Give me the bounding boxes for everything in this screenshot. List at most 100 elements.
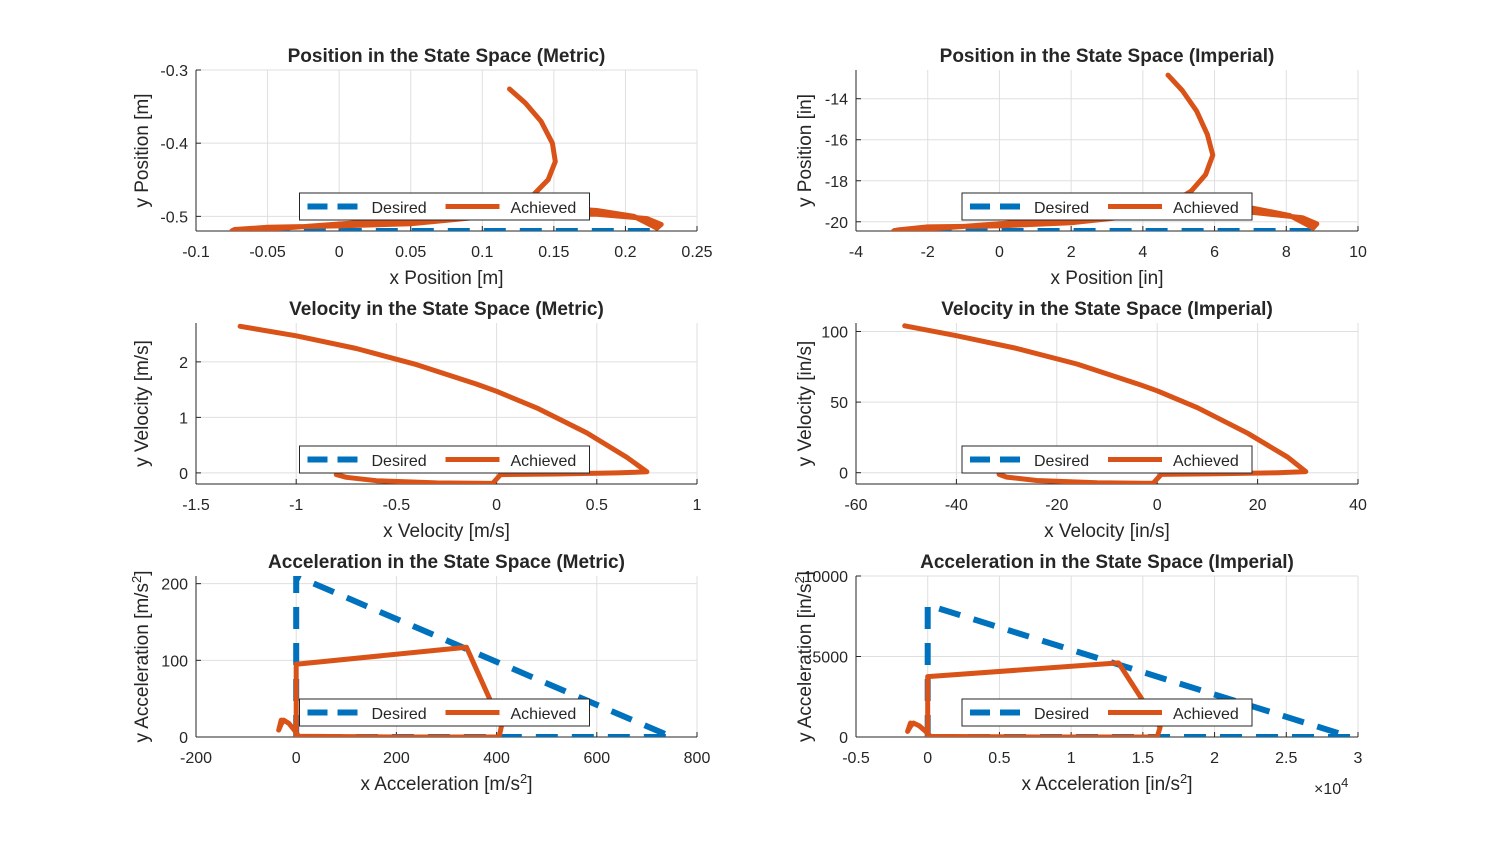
x-tick-label: -4 — [849, 244, 863, 261]
y-tick-label: 5000 — [812, 650, 848, 667]
x-tick-label: 8 — [1282, 244, 1291, 261]
x-tick-label: -0.05 — [249, 244, 286, 261]
x-tick-label: 200 — [383, 750, 410, 767]
legend-achieved-label: Achieved — [511, 706, 577, 723]
x-tick-label: 0.5 — [586, 497, 608, 514]
y-tick-label: 0 — [179, 730, 188, 747]
x-axis-label: x Position [m] — [389, 268, 503, 289]
y-axis-label: y Acceleration [m/s2] — [129, 571, 153, 743]
legend: Desired Achieved — [961, 698, 1253, 727]
series-achieved-line — [237, 323, 650, 484]
y-axis-label: y Velocity [m/s] — [132, 340, 153, 467]
x-tick-label: -60 — [844, 497, 867, 514]
y-tick-label: -20 — [825, 215, 848, 232]
subplot-1: -0.1 -0.05 0 0.05 0.1 0.15 0.2 0.25 -0.3 -0.4 -0.5… — [132, 46, 713, 289]
y-tick-label: 0 — [839, 466, 848, 483]
chart-title: Position in the State Space (Imperial) — [940, 46, 1275, 67]
x-axis-label: x Position [in] — [1051, 268, 1164, 289]
x-tick-label: 600 — [583, 750, 610, 767]
chart-title: Acceleration in the State Space (Metric) — [268, 552, 625, 573]
x-tick-label: 0 — [1153, 497, 1162, 514]
y-axis-label: y Position [m] — [132, 93, 153, 207]
legend-achieved-label: Achieved — [511, 453, 577, 470]
x-tick-label: 0.25 — [681, 244, 712, 261]
legend-achieved-label: Achieved — [1173, 200, 1239, 217]
y-tick-label: -14 — [825, 92, 848, 109]
series-group — [902, 323, 1309, 484]
series-group — [276, 576, 675, 737]
legend-achieved-label: Achieved — [1173, 453, 1239, 470]
x-tick-label: 0 — [292, 750, 301, 767]
y-tick-label: 10000 — [804, 569, 849, 586]
legend-achieved-label: Achieved — [1173, 706, 1239, 723]
x-tick-label: 0.2 — [614, 244, 636, 261]
legend-desired-label: Desired — [372, 453, 427, 470]
legend: Desired Achieved — [961, 192, 1253, 221]
x-tick-label: 400 — [483, 750, 510, 767]
x-tick-label: 4 — [1138, 244, 1147, 261]
x-tick-label: -0.1 — [182, 244, 210, 261]
series-achieved-line — [229, 86, 664, 231]
y-tick-label: -0.5 — [160, 209, 188, 226]
x-tick-label: 800 — [684, 750, 711, 767]
y-tick-label: 2 — [179, 355, 188, 372]
series-group — [905, 602, 1354, 737]
y-tick-label: 100 — [161, 653, 188, 670]
y-tick-label: 0 — [179, 466, 188, 483]
x-tick-label: -1 — [289, 497, 303, 514]
y-tick-label: 0 — [839, 730, 848, 747]
chart-title: Position in the State Space (Metric) — [288, 46, 606, 67]
series-desired-line — [293, 576, 675, 737]
y-tick-label: 1 — [179, 410, 188, 427]
x-tick-label: 0 — [923, 750, 932, 767]
series-group — [229, 86, 664, 231]
legend-desired-label: Desired — [1034, 200, 1089, 217]
legend-desired-label: Desired — [1034, 453, 1089, 470]
legend: Desired Achieved — [299, 445, 590, 474]
series-achieved-line — [276, 644, 505, 737]
x-tick-label: 0.05 — [395, 244, 426, 261]
subplot-6: -0.5 0 0.5 1 1.5 2 2.5 3 0 5000 10000 Acceleration … — [792, 552, 1363, 798]
subplot-5: -200 0 200 400 600 800 0 100 200 Acceleration in … — [129, 552, 710, 795]
subplot-3: -1.5 -1 -0.5 0 0.5 1 0 1 2 Velocity in the State … — [132, 299, 702, 542]
legend: Desired Achieved — [299, 192, 590, 221]
y-tick-label: -0.4 — [160, 136, 188, 153]
y-tick-label: 200 — [161, 577, 188, 594]
x-tick-label: -20 — [1045, 497, 1068, 514]
y-tick-label: -18 — [825, 174, 848, 191]
series-achieved-line — [902, 323, 1309, 484]
x-axis-exponent: ×104 — [1314, 775, 1348, 798]
x-tick-label: 1 — [1067, 750, 1076, 767]
x-tick-label: 10 — [1349, 244, 1367, 261]
subplot-4: -60 -40 -20 0 20 40 0 50 100 Velocity in the Stat… — [795, 299, 1367, 542]
legend-desired-label: Desired — [1034, 706, 1089, 723]
x-tick-label: -1.5 — [182, 497, 210, 514]
series-achieved-line — [905, 660, 1163, 737]
series-achieved-line — [891, 72, 1320, 231]
x-tick-label: -200 — [180, 750, 212, 767]
x-tick-label: 1.5 — [1132, 750, 1154, 767]
legend-achieved-label: Achieved — [511, 200, 577, 217]
x-tick-label: 2.5 — [1275, 750, 1297, 767]
x-tick-label: 0.15 — [538, 244, 569, 261]
series-group — [891, 72, 1320, 231]
y-tick-label: 50 — [830, 395, 848, 412]
x-tick-label: 0 — [995, 244, 1004, 261]
x-axis-label: x Acceleration [in/s2] — [1022, 771, 1193, 795]
x-tick-label: -0.5 — [383, 497, 411, 514]
y-tick-label: -0.3 — [160, 63, 188, 80]
x-axis-label: x Velocity [in/s] — [1044, 521, 1170, 542]
y-axis-label: y Position [in] — [795, 94, 816, 207]
y-tick-label: -16 — [825, 133, 848, 150]
x-tick-label: 0.1 — [471, 244, 493, 261]
x-tick-label: 2 — [1067, 244, 1076, 261]
x-tick-label: 0 — [492, 497, 501, 514]
x-tick-label: 1 — [693, 497, 702, 514]
chart-title: Velocity in the State Space (Imperial) — [941, 299, 1273, 320]
x-tick-label: -0.5 — [842, 750, 870, 767]
x-tick-label: 0 — [335, 244, 344, 261]
x-tick-label: 6 — [1210, 244, 1219, 261]
legend: Desired Achieved — [961, 445, 1253, 474]
x-axis-label: x Acceleration [m/s2] — [361, 771, 533, 795]
